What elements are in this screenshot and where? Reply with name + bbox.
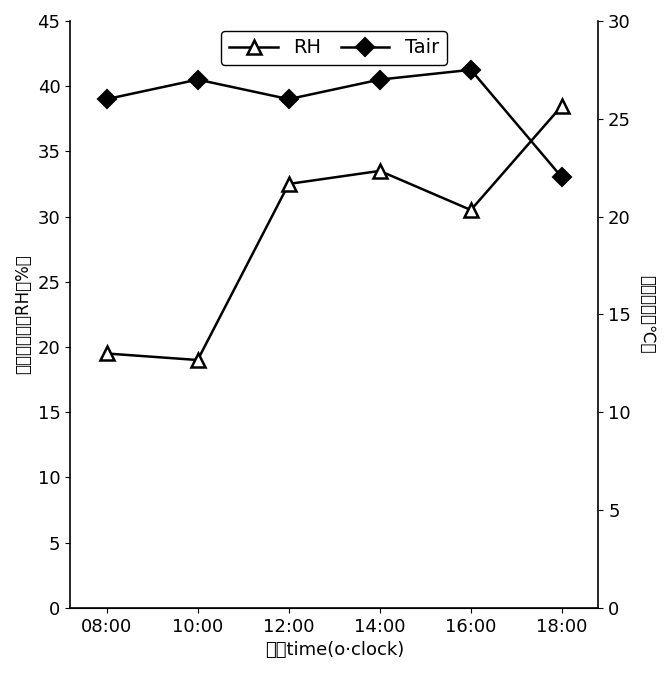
Tair xyxy=(467,66,475,74)
Line: RH: RH xyxy=(100,99,569,367)
RH xyxy=(558,102,566,110)
RH xyxy=(376,167,384,175)
Tair xyxy=(376,75,384,83)
RH xyxy=(285,180,293,188)
X-axis label: 时间time(o·clock): 时间time(o·clock) xyxy=(265,641,404,659)
Y-axis label: 空气温度（℃）: 空气温度（℃） xyxy=(638,275,656,354)
RH xyxy=(194,356,202,364)
Tair xyxy=(285,95,293,103)
Tair xyxy=(194,75,202,83)
Y-axis label: 空气相对湿度RH（%）: 空气相对湿度RH（%） xyxy=(14,254,32,374)
RH xyxy=(467,206,475,214)
Tair xyxy=(103,95,111,103)
Legend: RH, Tair: RH, Tair xyxy=(222,30,447,65)
Tair xyxy=(558,174,566,182)
Line: Tair: Tair xyxy=(100,63,568,184)
RH xyxy=(103,349,111,357)
